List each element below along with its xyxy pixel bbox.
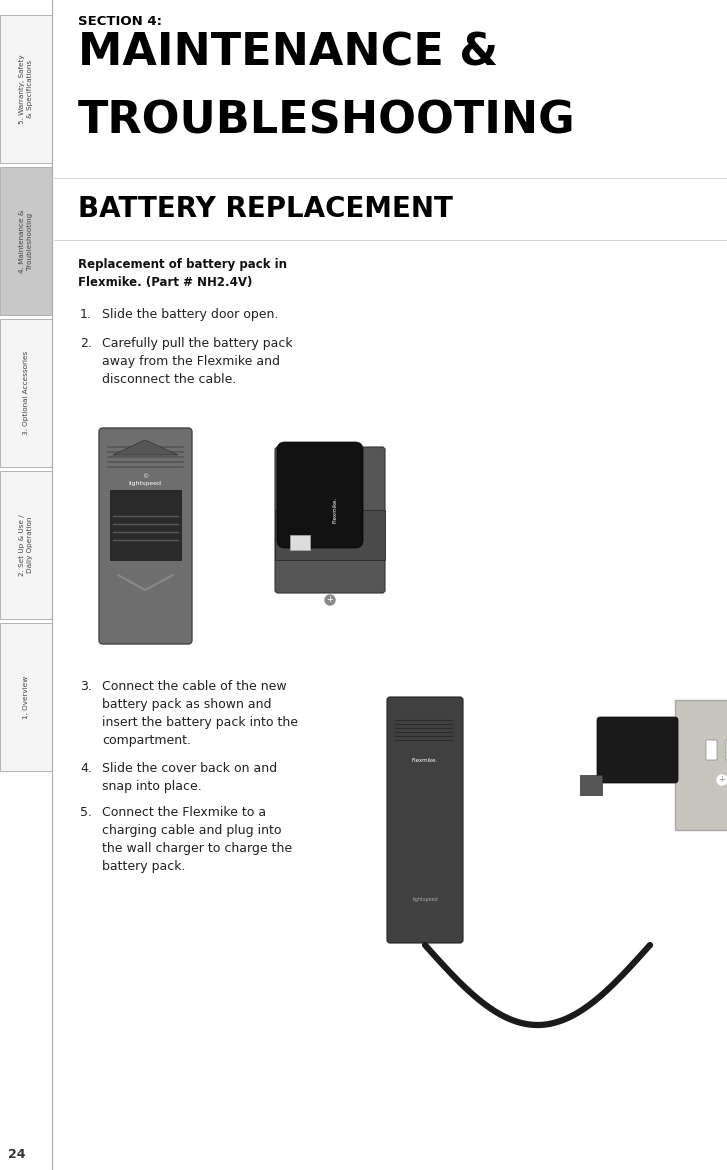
FancyBboxPatch shape (0, 472, 52, 619)
FancyBboxPatch shape (0, 319, 52, 467)
FancyBboxPatch shape (290, 535, 310, 550)
FancyBboxPatch shape (275, 510, 385, 560)
Text: Flexmike.: Flexmike. (412, 757, 438, 763)
Text: 1. Overview: 1. Overview (23, 675, 29, 718)
Text: lightspeed: lightspeed (412, 897, 438, 902)
Text: 1.: 1. (80, 308, 92, 321)
Text: 3. Optional Accessories: 3. Optional Accessories (23, 351, 29, 435)
Text: Connect the Flexmike to a
charging cable and plug into
the wall charger to charg: Connect the Flexmike to a charging cable… (102, 806, 292, 873)
Text: Carefully pull the battery pack
away from the Flexmike and
disconnect the cable.: Carefully pull the battery pack away fro… (102, 337, 293, 386)
Text: 5.: 5. (80, 806, 92, 819)
Text: Replacement of battery pack in
Flexmike. (Part # NH2.4V): Replacement of battery pack in Flexmike.… (78, 259, 287, 289)
FancyBboxPatch shape (0, 622, 52, 771)
FancyBboxPatch shape (275, 447, 385, 593)
Text: ©
lightspeed: © lightspeed (129, 474, 161, 486)
FancyBboxPatch shape (0, 167, 52, 315)
Text: TROUBLESHOOTING: TROUBLESHOOTING (78, 99, 576, 143)
Polygon shape (113, 440, 178, 455)
FancyBboxPatch shape (580, 775, 602, 794)
Text: 3.: 3. (80, 680, 92, 693)
FancyBboxPatch shape (387, 697, 463, 943)
Text: 24: 24 (8, 1149, 25, 1162)
FancyBboxPatch shape (726, 739, 727, 761)
Text: Connect the cable of the new
battery pack as shown and
insert the battery pack i: Connect the cable of the new battery pac… (102, 680, 298, 746)
Text: 5. Warranty, Safety
& Specifications: 5. Warranty, Safety & Specifications (19, 54, 33, 124)
FancyBboxPatch shape (110, 490, 181, 560)
Text: 4. Maintenance &
Troubleshooting: 4. Maintenance & Troubleshooting (19, 209, 33, 273)
Text: 2.: 2. (80, 337, 92, 350)
Circle shape (325, 596, 335, 605)
FancyBboxPatch shape (99, 428, 192, 644)
FancyBboxPatch shape (277, 442, 363, 548)
Text: +: + (718, 776, 726, 785)
Text: +: + (326, 596, 334, 605)
Text: SECTION 4:: SECTION 4: (78, 15, 162, 28)
FancyBboxPatch shape (706, 739, 717, 761)
FancyBboxPatch shape (597, 717, 678, 783)
FancyBboxPatch shape (0, 15, 52, 163)
FancyBboxPatch shape (675, 700, 727, 830)
Text: 2. Set Up & Use /
Daily Operation: 2. Set Up & Use / Daily Operation (19, 514, 33, 576)
Text: Flexmike.: Flexmike. (332, 497, 337, 523)
Text: 4.: 4. (80, 762, 92, 775)
Text: Slide the cover back on and
snap into place.: Slide the cover back on and snap into pl… (102, 762, 277, 793)
Text: MAINTENANCE &: MAINTENANCE & (78, 32, 498, 75)
Text: BATTERY REPLACEMENT: BATTERY REPLACEMENT (78, 195, 453, 223)
Text: Slide the battery door open.: Slide the battery door open. (102, 308, 278, 321)
Circle shape (717, 775, 727, 785)
